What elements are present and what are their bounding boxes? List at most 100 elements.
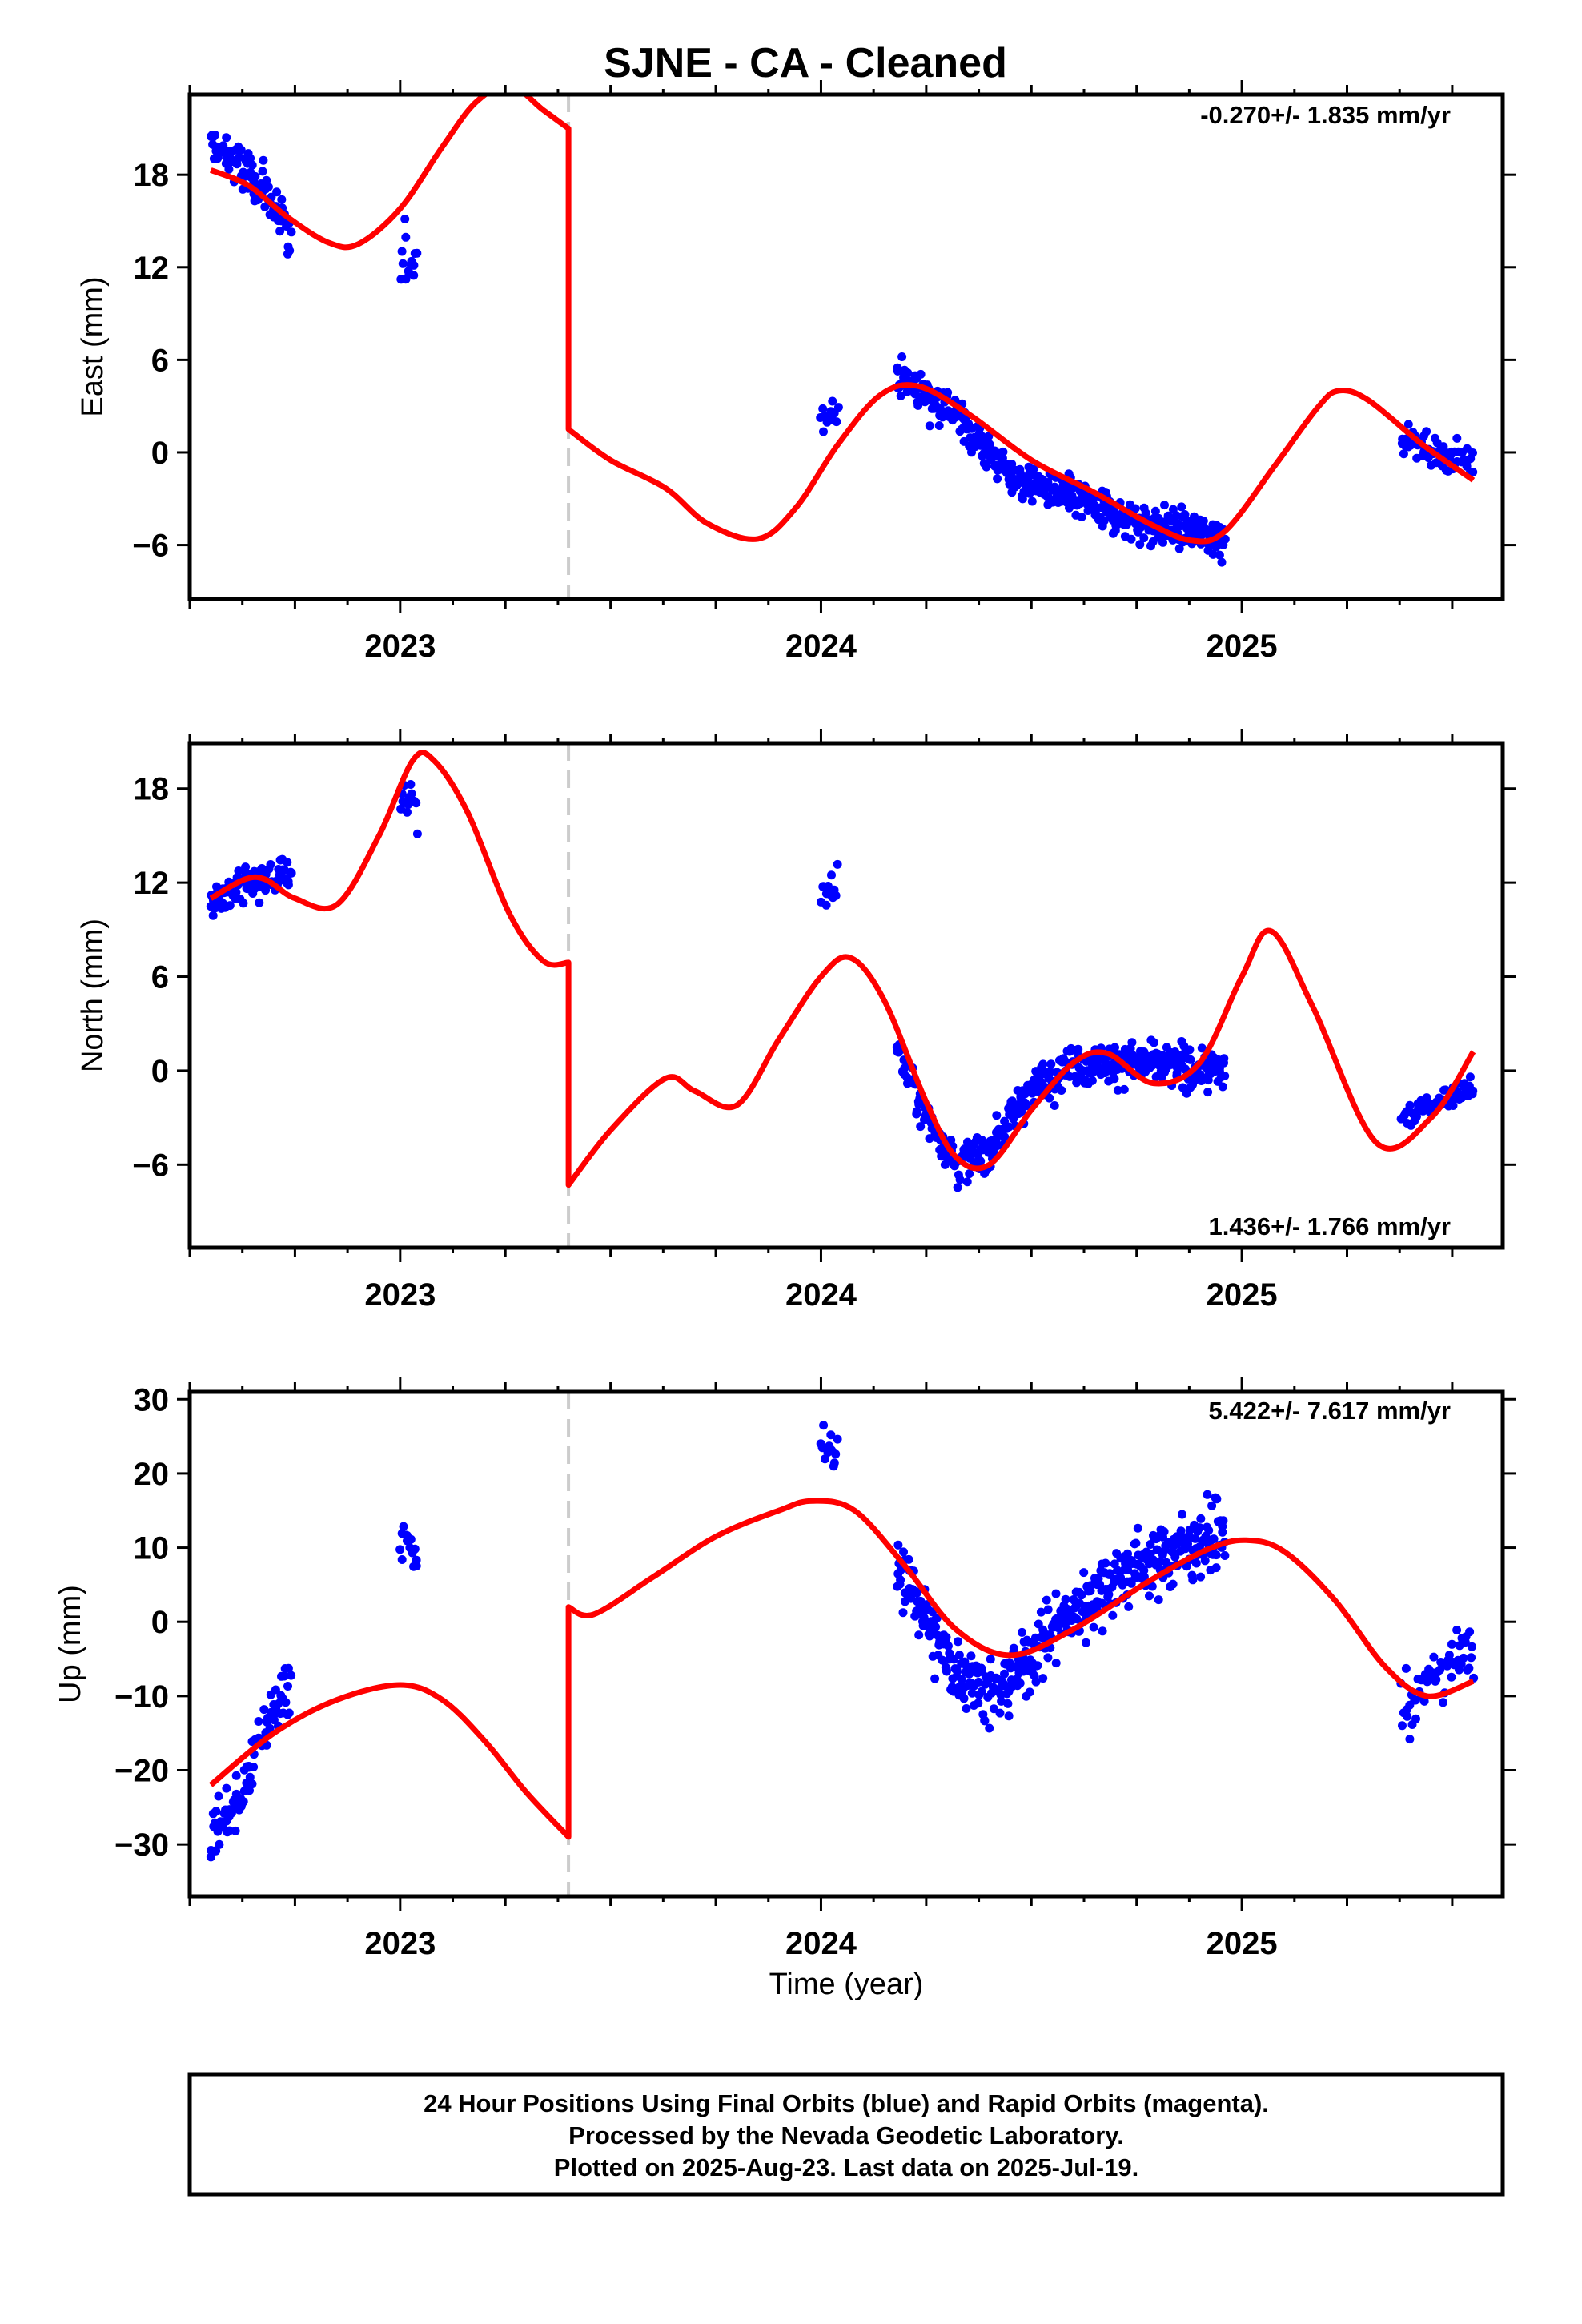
x-tick-label: 2025	[1207, 1926, 1278, 1961]
data-point	[1174, 544, 1184, 553]
x-tick-label: 2023	[364, 1926, 436, 1961]
data-point	[249, 1763, 259, 1771]
data-point	[1468, 1086, 1478, 1096]
data-point	[898, 1608, 908, 1618]
model-curve	[209, 750, 1476, 1188]
data-point	[1419, 1696, 1429, 1706]
data-point	[235, 153, 244, 163]
data-point	[222, 133, 231, 143]
data-point	[989, 1704, 998, 1714]
data-point	[1161, 1545, 1170, 1554]
data-point	[1467, 1642, 1476, 1651]
data-point	[931, 1622, 941, 1632]
data-point	[397, 1555, 407, 1564]
data-point	[1197, 1043, 1207, 1053]
footer-line-3: Plotted on 2025-Aug-23. Last data on 202…	[554, 2153, 1138, 2181]
data-point	[965, 1669, 974, 1679]
x-tick-label: 2024	[785, 1926, 857, 1961]
data-point	[266, 860, 275, 869]
data-point	[1127, 1038, 1137, 1047]
data-point	[1208, 549, 1218, 559]
data-point	[409, 271, 419, 280]
data-point	[1431, 1675, 1441, 1684]
data-point	[259, 155, 268, 165]
data-point	[271, 1685, 280, 1695]
data-point	[831, 891, 841, 900]
data-point	[1033, 1661, 1042, 1671]
data-point	[1429, 1652, 1439, 1662]
data-point	[833, 403, 843, 412]
data-point	[239, 899, 248, 908]
data-point	[225, 901, 235, 911]
y-ticks: −30 −20 −10 0 10 20 30	[114, 1382, 1516, 1863]
data-point	[1124, 1602, 1134, 1611]
y-tick-label: 0	[151, 436, 169, 471]
x-tick-label: 2024	[785, 629, 857, 664]
data-point	[1158, 537, 1167, 547]
data-point	[265, 1723, 275, 1733]
data-point	[277, 195, 287, 204]
data-point	[407, 789, 416, 798]
data-point	[1123, 1565, 1133, 1574]
data-point	[1087, 1076, 1097, 1085]
data-point	[954, 1651, 964, 1660]
y-tick-label: −30	[114, 1827, 169, 1863]
data-point	[236, 145, 246, 155]
data-point	[1459, 1653, 1468, 1663]
data-point	[1215, 550, 1224, 560]
data-point	[982, 462, 991, 472]
y-tick-label: 12	[134, 251, 170, 286]
x-tick-label: 2025	[1207, 1277, 1278, 1313]
data-point	[916, 369, 926, 379]
data-point	[1220, 534, 1230, 544]
data-point	[1061, 1594, 1070, 1604]
data-point	[412, 248, 422, 258]
data-point	[1188, 1575, 1198, 1585]
data-point	[1199, 517, 1208, 525]
data-point	[818, 404, 828, 413]
data-point	[241, 862, 251, 872]
data-point	[826, 1430, 836, 1440]
data-point	[279, 1671, 289, 1681]
data-point	[819, 1421, 829, 1430]
data-point	[1218, 1082, 1227, 1092]
data-point	[1405, 1735, 1415, 1744]
data-point	[1105, 1569, 1114, 1578]
data-point	[1017, 1107, 1026, 1116]
data-point	[398, 259, 408, 268]
data-point	[953, 1183, 962, 1192]
data-point	[283, 880, 293, 890]
data-point	[1191, 1558, 1201, 1568]
data-point	[412, 798, 421, 808]
data-point	[967, 1688, 977, 1698]
rate-annotation: 5.422+/- 7.617 mm/yr	[1209, 1397, 1451, 1425]
data-point	[827, 870, 836, 880]
panel-north: −6 0 6 12 18 2023 2024 2025 North (mm) 1.436+/…	[76, 729, 1516, 1313]
data-point	[938, 1655, 947, 1665]
data-point	[227, 1808, 236, 1818]
data-point	[985, 1723, 994, 1733]
data-point	[1119, 1084, 1129, 1094]
data-point	[1123, 1549, 1132, 1558]
data-point	[1135, 540, 1145, 549]
data-point	[1465, 1627, 1475, 1637]
data-point	[974, 1699, 983, 1708]
data-point	[995, 1708, 1005, 1718]
data-point	[1398, 1721, 1407, 1731]
data-point	[955, 1175, 965, 1184]
data-point	[953, 1667, 962, 1676]
data-point	[211, 131, 220, 139]
data-point	[1211, 542, 1221, 552]
data-point	[962, 1177, 972, 1187]
data-point	[1411, 1714, 1420, 1723]
data-point	[997, 1696, 1006, 1706]
data-point	[1145, 1591, 1154, 1601]
y-ticks: −6 0 6 12 18	[132, 158, 1516, 564]
data-point	[1403, 420, 1413, 429]
data-point	[831, 1449, 841, 1459]
data-point	[893, 366, 902, 376]
x-ticks: 2023 2024 2025	[188, 80, 1454, 664]
data-point	[396, 1545, 405, 1554]
data-point	[1074, 1044, 1083, 1054]
data-point	[1018, 494, 1027, 504]
